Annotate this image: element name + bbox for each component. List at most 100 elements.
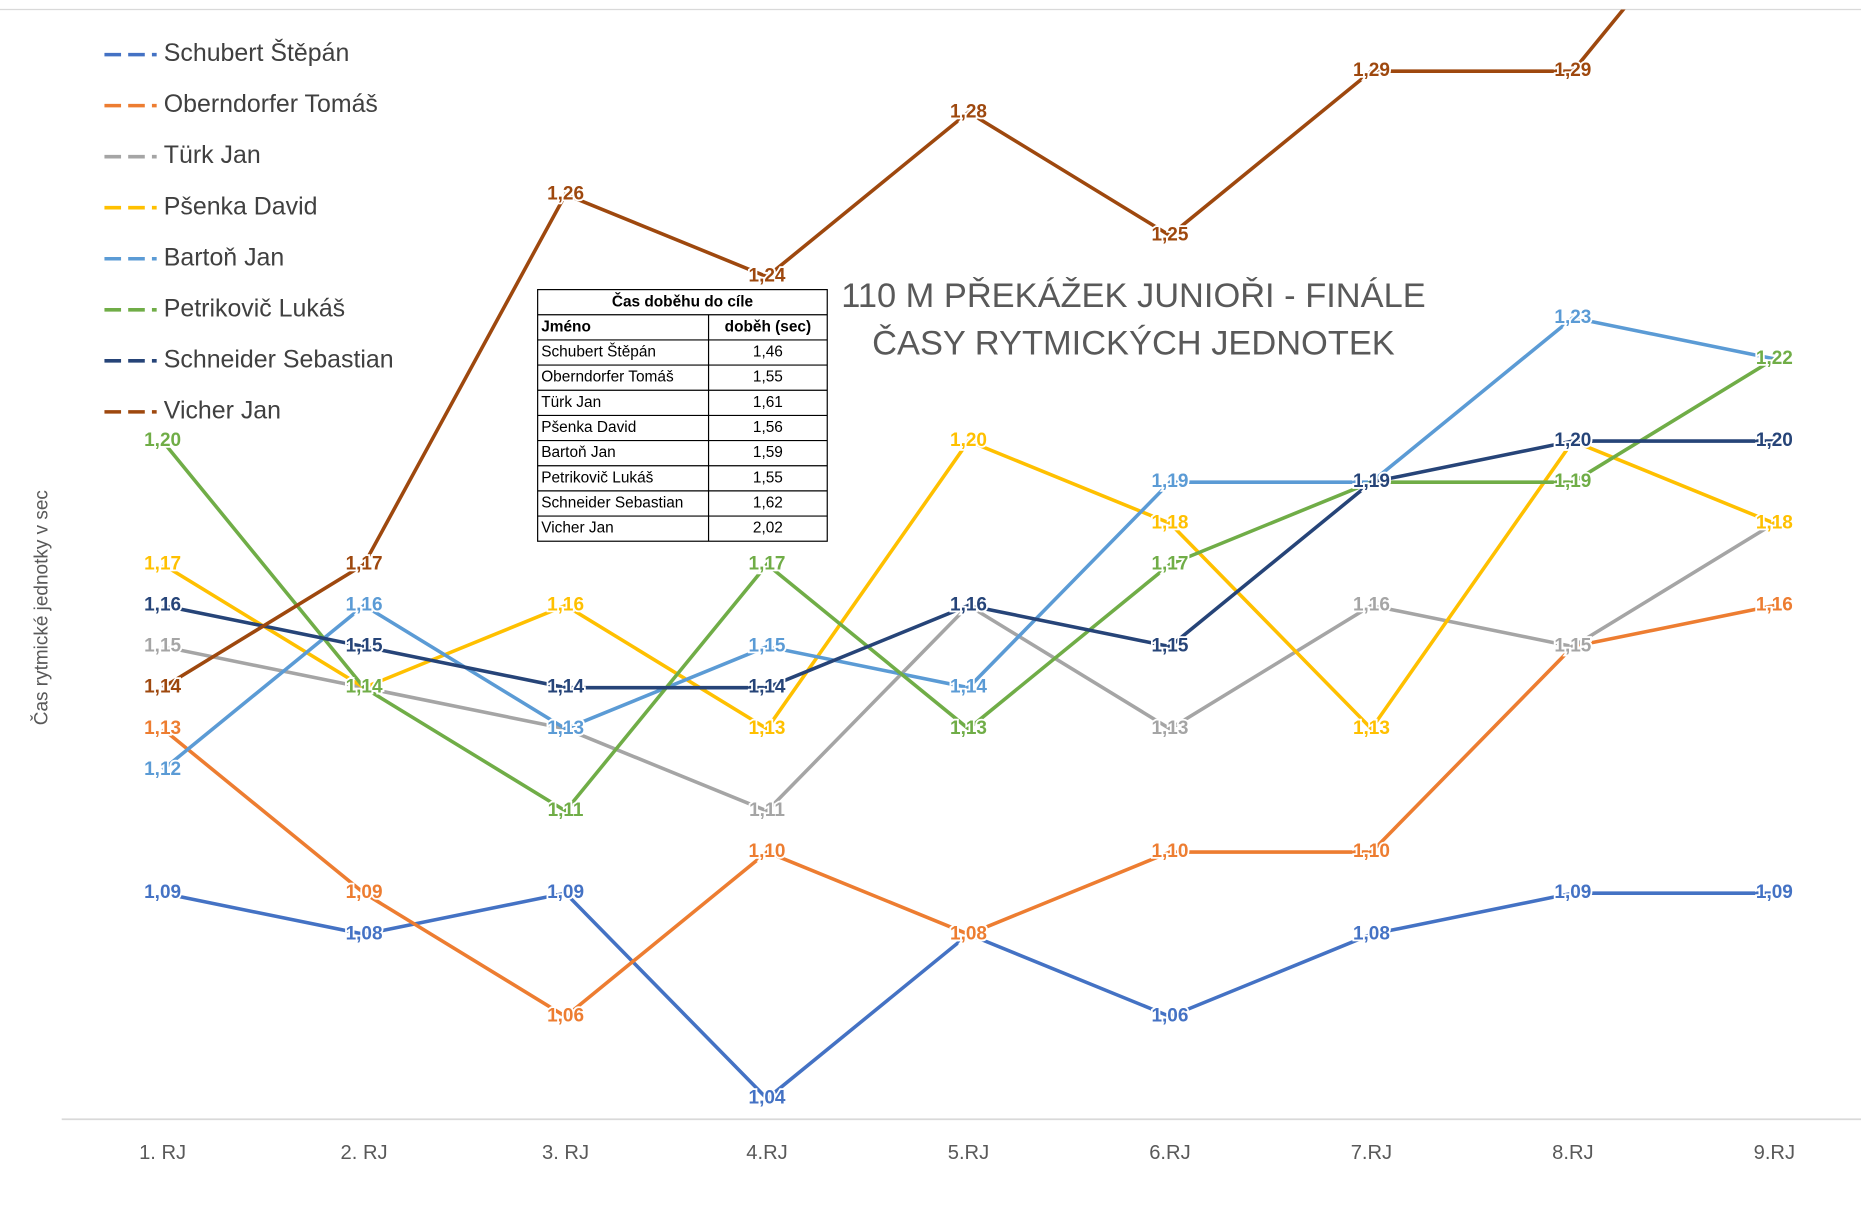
data-label: 1,28 [950,101,987,122]
table-cell: Jméno [541,318,591,335]
data-label: 1,08 [1353,923,1390,944]
data-label: 1,26 [547,183,584,204]
data-label: 1,09 [1554,882,1591,903]
data-label: 1,18 [1151,512,1188,533]
legend-label: Oberndorfer Tomáš [164,90,378,118]
data-label: 1,04 [749,1088,786,1109]
x-tick-label: 1. RJ [139,1142,186,1164]
data-label: 1,14 [346,677,383,698]
x-tick-label: 8.RJ [1552,1142,1593,1164]
data-label: 1,19 [1151,471,1188,492]
data-label: 1,14 [144,677,181,698]
legend-label: Türk Jan [164,141,261,169]
x-tick-label: 5.RJ [948,1142,989,1164]
table-cell: 1,59 [753,444,783,461]
legend: Schubert Štěpán Oberndorfer Tomáš Türk Jan… [104,38,394,424]
table-cell: 1,55 [753,469,783,486]
series-line [161,315,1775,772]
data-label: 1,10 [749,841,786,862]
data-label: 1,19 [1353,471,1390,492]
data-label: 1,14 [547,677,584,698]
data-label: 1,29 [1353,60,1390,81]
data-label: 1,06 [547,1005,584,1026]
table-title: Čas doběhu do cíle [612,292,754,310]
data-label: 1,08 [950,923,987,944]
legend-label: Petrikovič Lukáš [164,294,345,322]
data-label: 1,23 [1554,307,1591,328]
data-label: 1,17 [346,553,383,574]
data-labels: 1,09 1,08 1,09 1,04 1,08 1,06 1,08 1,09 1,09 1,13… [142,58,1794,1110]
series-line [161,9,1626,690]
x-tick-label: 4.RJ [746,1142,787,1164]
legend-label: Pšenka David [164,192,318,220]
data-label: 1,13 [1151,718,1188,739]
data-label: 1,06 [1151,1005,1188,1026]
plot-area [161,9,1776,1102]
data-label: 1,13 [547,718,584,739]
x-tick-label: 2. RJ [341,1142,388,1164]
data-label: 1,09 [547,882,584,903]
table-cell: 1,61 [753,394,783,411]
data-label: 1,20 [144,430,181,451]
chart-subtitle: ČASY RYTMICKÝCH JEDNOTEK [872,323,1395,362]
y-axis-label: Čas rytmické jednotky v sec [31,490,53,725]
data-label: 1,10 [1151,841,1188,862]
table-cell: 2,02 [753,520,783,537]
data-label: 1,15 [346,636,383,657]
data-label: 1,13 [547,718,584,739]
data-label: 1,17 [749,553,786,574]
data-label: 1,13 [950,718,987,739]
data-label: 1,19 [1353,471,1390,492]
data-label: 1,16 [950,594,987,615]
data-label: 1,15 [1151,636,1188,657]
table-cell: 1,56 [753,419,783,436]
data-label: 1,11 [548,800,584,821]
data-label: 1,13 [144,718,181,739]
table-cell: 1,46 [753,344,783,361]
legend-label: Bartoň Jan [164,243,284,271]
data-label: 1,14 [346,677,383,698]
data-label: 1,24 [749,266,786,287]
data-label: 1,08 [950,923,987,944]
table-cell: Pšenka David [541,419,636,436]
data-label: 1,09 [144,882,181,903]
data-label: 1,22 [1756,348,1793,369]
series-line [162,439,1775,690]
table-cell: Oberndorfer Tomáš [541,369,674,386]
table-cell: Vicher Jan [541,520,614,537]
data-label: 1,20 [1554,430,1591,451]
x-tick-label: 7.RJ [1351,1142,1392,1164]
data-label: 1,15 [1554,636,1591,657]
data-label: 1,17 [144,553,181,574]
table-cell: Bartoň Jan [541,444,616,461]
data-label: 1,09 [346,882,383,903]
series-line [162,521,1776,814]
data-label: 1,08 [346,923,383,944]
data-label: 1,16 [1353,594,1390,615]
data-label: 1,19 [1554,471,1591,492]
table-cell: doběh (sec) [725,318,811,335]
data-label: 1,11 [749,800,785,821]
table-cell: 1,62 [753,495,783,512]
data-label: 1,12 [144,759,181,780]
data-label: 1,10 [1353,841,1390,862]
series-line [161,357,1776,814]
legend-label: Vicher Jan [164,396,281,424]
chart-title: 110 M PŘEKÁŽEK JUNIOŘI - FINÁLE [841,276,1425,315]
table-cell: 1,55 [753,369,783,386]
table-cell: Schubert Štěpán [541,344,656,361]
data-label: 1,18 [1756,512,1793,533]
x-tick-label: 9.RJ [1754,1142,1795,1164]
table-cell: Petrikovič Lukáš [541,469,653,486]
data-label: 1,29 [1554,60,1591,81]
data-label: 1,13 [749,718,786,739]
data-label: 1,15 [749,636,786,657]
data-label: 1,17 [1151,553,1188,574]
x-tick-label: 3. RJ [542,1142,589,1164]
data-label: 1,14 [346,677,383,698]
legend-label: Schneider Sebastian [164,345,394,373]
data-label: 1,20 [1756,430,1793,451]
data-label: 1,20 [950,430,987,451]
